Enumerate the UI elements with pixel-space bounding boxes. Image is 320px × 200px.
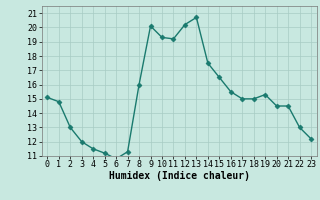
X-axis label: Humidex (Indice chaleur): Humidex (Indice chaleur) [109,171,250,181]
